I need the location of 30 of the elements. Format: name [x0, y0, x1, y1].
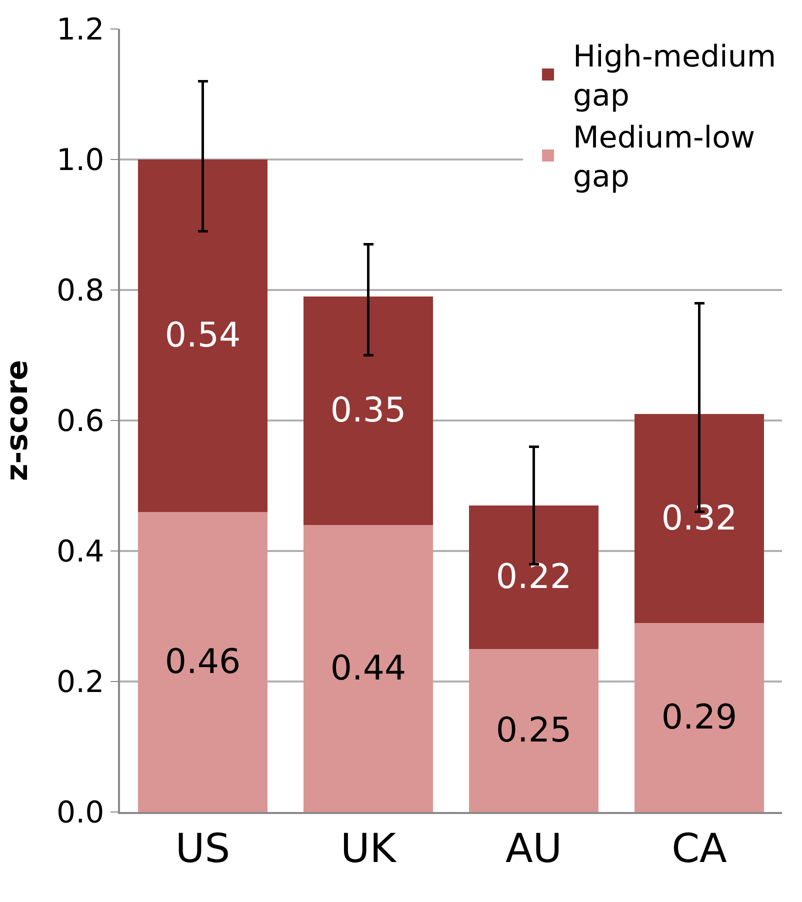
data-label: 0.29	[661, 697, 738, 738]
y-tick-label: 0.0	[56, 796, 104, 830]
bar	[634, 622, 764, 812]
bar	[304, 524, 433, 812]
data-label: 0.22	[496, 557, 572, 598]
y-tick-label: 0.8	[56, 274, 104, 308]
data-label: 0.44	[330, 648, 406, 688]
y-tick-label: 0.4	[56, 534, 104, 570]
y-tick-label: 1.2	[56, 12, 104, 48]
x-tick-label: UK	[340, 826, 398, 872]
legend-label: High-medium gap	[573, 40, 776, 114]
y-tick-label: 0.2	[56, 665, 104, 700]
bar	[469, 505, 598, 649]
x-tick-label: AU	[505, 826, 562, 872]
x-tick-label: US	[175, 826, 230, 872]
bar	[634, 414, 764, 623]
bar	[304, 296, 433, 525]
bar	[138, 512, 268, 812]
data-label: 0.35	[330, 390, 406, 431]
x-tick-label: CA	[672, 826, 728, 872]
data-label: 0.32	[661, 498, 738, 538]
bar	[138, 160, 268, 512]
y-tick-label: 1.0	[56, 143, 104, 178]
bar	[469, 648, 598, 812]
y-axis-title: z-score	[0, 360, 36, 482]
y-tick-label: 0.6	[56, 404, 104, 439]
legend-label: Medium-low gap	[573, 120, 756, 195]
data-label: 0.54	[164, 316, 241, 356]
data-label: 0.25	[496, 710, 572, 750]
data-label: 0.46	[164, 642, 241, 682]
